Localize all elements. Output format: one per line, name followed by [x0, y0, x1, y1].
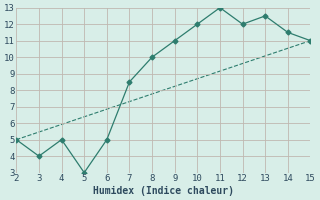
X-axis label: Humidex (Indice chaleur): Humidex (Indice chaleur) — [93, 186, 234, 196]
